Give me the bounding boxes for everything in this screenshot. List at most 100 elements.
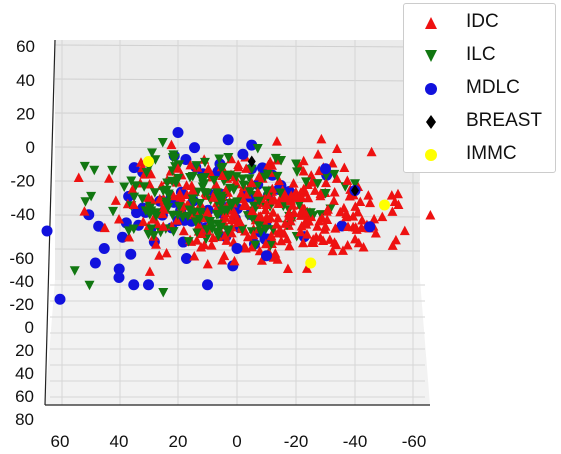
point-idc xyxy=(99,222,110,233)
point-idc xyxy=(339,162,350,173)
point-idc xyxy=(226,227,237,238)
point-idc xyxy=(191,235,202,245)
x-tick-label: 40 xyxy=(110,432,129,451)
tick-labels-group: 60 40 20 0 -20 -40 -60 60 40 20 0 -20 -40 -60 -40 -20 0 2… xyxy=(9,37,426,451)
point-ilc xyxy=(248,201,259,212)
point-idc xyxy=(138,216,149,227)
point-idc xyxy=(255,211,266,221)
point-idc xyxy=(173,163,183,173)
triangle-down-marker-icon xyxy=(425,50,437,62)
point-breast xyxy=(247,155,256,168)
point-mdlc xyxy=(113,272,125,283)
point-idc xyxy=(208,192,219,202)
point-idc xyxy=(267,195,278,205)
point-ilc xyxy=(119,182,130,193)
point-ilc xyxy=(167,176,178,187)
point-ilc xyxy=(244,187,255,197)
x-tick-label: 0 xyxy=(232,432,241,451)
point-idc xyxy=(263,159,274,170)
z-tick-label: -40 xyxy=(10,205,35,224)
legend: IDC ILC MDLC BREAST IMMC xyxy=(403,3,556,173)
point-idc xyxy=(178,225,189,236)
point-ilc xyxy=(188,198,199,208)
x-tick-label: -20 xyxy=(284,432,309,451)
point-ilc xyxy=(129,192,140,203)
point-idc xyxy=(73,172,84,183)
point-ilc xyxy=(158,288,169,298)
point-ilc xyxy=(320,188,331,199)
y-tick-label: -60 xyxy=(9,249,34,268)
point-mdlc xyxy=(113,263,125,275)
point-idc xyxy=(337,245,348,255)
point-ilc xyxy=(291,159,302,169)
point-idc xyxy=(369,213,380,224)
point-idc xyxy=(308,234,319,244)
point-ilc xyxy=(187,172,198,182)
point-mdlc xyxy=(89,257,101,269)
point-ilc xyxy=(80,197,91,207)
point-idc xyxy=(365,197,376,208)
circle-marker-icon xyxy=(425,83,437,95)
point-idc xyxy=(282,263,293,274)
y-tick-label: 80 xyxy=(15,410,34,429)
point-ilc xyxy=(228,185,239,195)
point-idc xyxy=(285,215,296,226)
point-idc xyxy=(318,235,329,246)
point-idc xyxy=(280,218,291,228)
point-mdlc xyxy=(143,279,154,291)
point-immc xyxy=(305,257,317,269)
point-ilc xyxy=(350,179,360,189)
point-idc xyxy=(313,149,324,159)
point-ilc xyxy=(261,186,272,196)
y-tick-label: -20 xyxy=(9,295,34,314)
point-ilc xyxy=(190,217,201,227)
point-idc xyxy=(79,206,90,216)
point-idc xyxy=(135,157,146,167)
point-ilc xyxy=(149,188,160,198)
point-ilc xyxy=(262,169,273,180)
point-ilc xyxy=(232,197,243,207)
triangle-up-marker-icon xyxy=(425,17,437,29)
point-idc xyxy=(260,204,271,215)
point-mdlc xyxy=(180,153,192,165)
point-idc xyxy=(356,222,367,233)
point-idc xyxy=(298,165,309,176)
y-tick-label: 40 xyxy=(15,364,34,383)
point-mdlc xyxy=(222,134,234,146)
point-idc xyxy=(159,204,170,214)
point-mdlc xyxy=(202,279,213,291)
point-ilc xyxy=(252,144,263,154)
point-idc xyxy=(260,238,271,249)
point-ilc xyxy=(191,161,202,171)
point-idc xyxy=(175,192,186,202)
point-ilc xyxy=(211,227,222,238)
point-idc xyxy=(185,159,196,170)
y-axis-line xyxy=(44,39,56,406)
point-ilc xyxy=(84,280,95,291)
point-ilc xyxy=(150,155,161,165)
point-idc xyxy=(288,178,299,188)
point-idc xyxy=(202,258,213,269)
point-idc xyxy=(248,229,259,240)
point-idc xyxy=(295,226,306,237)
point-idc xyxy=(353,237,364,248)
point-idc xyxy=(166,139,177,150)
point-ilc xyxy=(212,188,223,198)
point-ilc xyxy=(139,182,150,192)
point-ilc xyxy=(206,220,217,231)
point-idc xyxy=(274,175,285,186)
point-idc xyxy=(279,228,290,238)
point-ilc xyxy=(69,266,80,276)
y-tick-label: 20 xyxy=(15,341,34,360)
point-idc xyxy=(272,254,283,264)
point-idc xyxy=(110,195,121,205)
point-ilc xyxy=(163,189,174,199)
point-idc xyxy=(332,143,343,153)
point-ilc xyxy=(177,212,188,223)
point-mdlc xyxy=(246,139,258,151)
point-ilc xyxy=(246,164,257,175)
point-idc xyxy=(217,170,228,180)
point-idc xyxy=(187,185,198,195)
point-idc xyxy=(220,212,231,222)
point-ilc xyxy=(107,165,118,176)
